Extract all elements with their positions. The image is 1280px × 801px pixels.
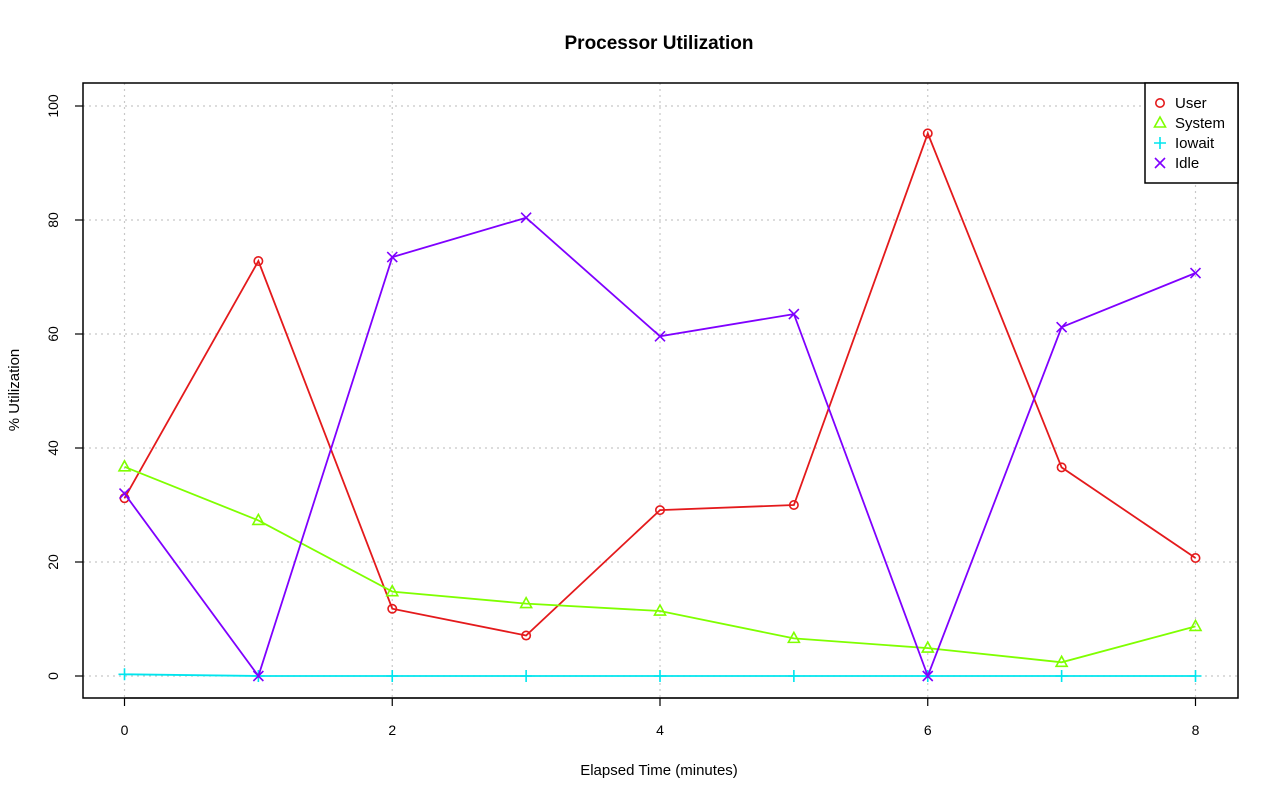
data-point-system: [385, 583, 400, 597]
data-point-iowait: [386, 670, 399, 682]
data-point-system: [920, 640, 935, 653]
data-point-iowait: [654, 670, 666, 682]
data-point-iowait: [1055, 670, 1068, 682]
y-tick-label: 100: [45, 94, 61, 118]
y-tick-label: 80: [45, 212, 61, 228]
data-point-system: [519, 595, 533, 609]
data-point-idle: [922, 670, 934, 682]
data-point-iowait: [787, 670, 800, 682]
legend-marker-iowait: [1154, 137, 1166, 149]
legend-item-user: User: [1155, 95, 1207, 112]
series-system: [117, 459, 1203, 668]
legend: User System Iowait Idle: [1144, 82, 1239, 184]
data-point-user: [253, 256, 264, 267]
data-point-user: [1190, 553, 1201, 564]
legend-box: [1144, 82, 1239, 184]
y-axis: 0 20 40 60 80 100: [45, 94, 83, 680]
legend-item-idle: Idle: [1154, 155, 1199, 172]
data-point-system: [117, 459, 132, 472]
x-axis: 0 2 4 6 8: [121, 697, 1200, 738]
legend-label-user: User: [1175, 95, 1207, 112]
x-tick-label: 6: [924, 722, 932, 738]
data-point-idle: [252, 670, 264, 682]
data-point-system: [787, 630, 801, 644]
y-axis-label: % Utilization: [6, 349, 23, 432]
legend-item-iowait: Iowait: [1154, 135, 1215, 152]
x-tick-label: 8: [1192, 722, 1200, 738]
x-tick-label: 2: [388, 722, 396, 738]
legend-label-iowait: Iowait: [1175, 135, 1215, 152]
y-tick-label: 20: [45, 554, 61, 570]
legend-marker-idle: [1154, 157, 1166, 169]
x-tick-label: 4: [656, 722, 664, 738]
data-point-idle: [1189, 267, 1202, 279]
data-point-iowait: [520, 670, 533, 682]
data-point-user: [922, 128, 933, 139]
data-point-idle: [788, 308, 800, 320]
legend-marker-user: [1155, 98, 1166, 109]
legend-marker-system: [1153, 115, 1167, 128]
data-point-system: [653, 603, 667, 616]
grid: [83, 83, 1238, 698]
series-iowait: [118, 668, 1202, 682]
x-tick-label: 0: [121, 722, 129, 738]
chart-title: Processor Utilization: [565, 33, 754, 54]
data-point-user: [521, 630, 532, 641]
data-point-idle: [654, 330, 666, 342]
y-tick-label: 60: [45, 326, 61, 342]
data-point-user: [788, 499, 799, 510]
data-point-system: [1188, 618, 1203, 632]
data-point-idle: [520, 212, 532, 224]
series-user: [119, 128, 1201, 641]
series-idle: [118, 212, 1202, 682]
data-point-system: [251, 512, 266, 526]
data-point-idle: [118, 488, 131, 500]
x-axis-label: Elapsed Time (minutes): [580, 762, 738, 779]
legend-label-system: System: [1175, 115, 1225, 132]
data-point-user: [1056, 462, 1067, 473]
data-point-system: [1054, 654, 1069, 668]
data-point-idle: [1056, 321, 1068, 333]
data-point-user: [654, 505, 665, 516]
series-line-system: [124, 465, 1196, 664]
series-line-user: [123, 130, 1197, 637]
data-point-idle: [386, 251, 398, 263]
series-layer: [117, 128, 1203, 682]
data-point-user: [387, 603, 398, 614]
y-tick-label: 0: [45, 672, 61, 680]
series-line-idle: [123, 216, 1196, 679]
data-point-iowait: [118, 668, 131, 681]
y-tick-label: 40: [45, 440, 61, 456]
legend-item-system: System: [1153, 115, 1225, 132]
data-point-iowait: [1189, 670, 1202, 682]
legend-label-idle: Idle: [1175, 155, 1199, 172]
